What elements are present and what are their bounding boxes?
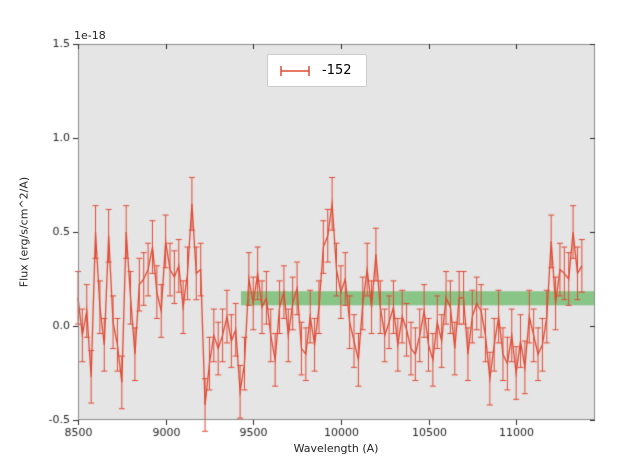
errorbar-legend-icon bbox=[280, 65, 310, 76]
legend: -152 bbox=[267, 54, 367, 87]
y-axis-offset-label: 1e-18 bbox=[74, 29, 106, 42]
y-axis-label: Flux (erg/s/cm^2/A) bbox=[17, 176, 31, 288]
legend-label: -152 bbox=[322, 63, 352, 78]
x-axis-label: Wavelength (A) bbox=[293, 442, 379, 455]
